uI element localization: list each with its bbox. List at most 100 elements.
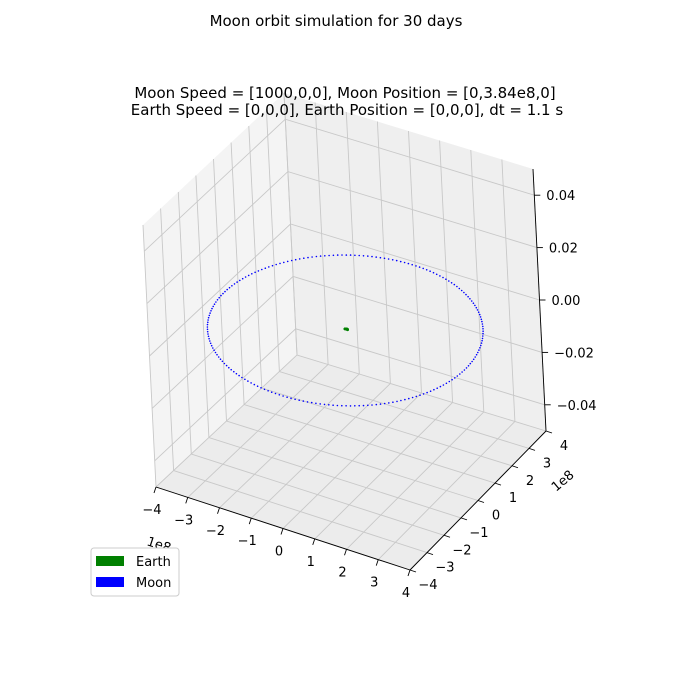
- grid-z-4: [143, 118, 535, 252]
- moon-point: [219, 358, 222, 361]
- moon-point: [391, 259, 394, 261]
- moon-point: [480, 318, 483, 321]
- moon-point: [233, 283, 236, 285]
- z-tick-label-2: 0.00: [552, 294, 581, 309]
- moon-point: [453, 283, 456, 286]
- moon-point: [451, 378, 453, 381]
- x-tick-label-7: 3: [370, 576, 378, 591]
- title-line-1: Moon Speed = [1000,0,0], Moon Position =…: [134, 84, 555, 102]
- moon-point: [403, 261, 406, 264]
- moon-point: [375, 256, 378, 258]
- legend-swatch-moon: [96, 577, 124, 587]
- moon-point: [362, 255, 365, 257]
- y-tick-7: [528, 447, 536, 451]
- x-tick-6: [344, 549, 347, 556]
- moon-point: [251, 273, 253, 275]
- moon-point: [358, 404, 361, 407]
- moon-point: [439, 275, 441, 277]
- moon-point: [218, 296, 220, 299]
- moon-point: [418, 266, 421, 268]
- moon-point: [230, 368, 232, 371]
- y-tick-label-2: −2: [452, 543, 471, 558]
- moon-point: [482, 335, 484, 337]
- moon-point: [456, 375, 459, 377]
- z-tick-label-0: −0.04: [557, 399, 597, 414]
- moon-point: [472, 302, 475, 305]
- moon-point: [282, 395, 284, 397]
- moon-point: [210, 344, 213, 347]
- moon-point: [247, 380, 249, 382]
- moon-point: [228, 286, 231, 289]
- x-tick-label-3: −1: [238, 534, 257, 549]
- moon-point: [235, 372, 238, 375]
- moon-point: [395, 259, 398, 262]
- moon-point: [303, 257, 305, 260]
- moon-point: [345, 254, 348, 256]
- x-tick-8: [407, 569, 411, 577]
- moon-point: [419, 394, 421, 397]
- moon-point: [445, 382, 448, 385]
- moon-point: [371, 255, 373, 258]
- moon-point: [422, 393, 425, 395]
- moon-point: [221, 360, 224, 363]
- moon-point: [212, 347, 214, 349]
- moon-point: [223, 362, 226, 365]
- moon-point: [456, 285, 458, 288]
- y-tick-label-3: −1: [469, 526, 488, 541]
- moon-point: [336, 404, 339, 407]
- moon-point: [426, 391, 428, 394]
- earth-point: [343, 327, 347, 331]
- moon-point: [250, 382, 252, 384]
- y-tick-3: [460, 517, 468, 521]
- suptitle: Moon orbit simulation for 30 days: [210, 12, 463, 30]
- moon-point: [435, 273, 438, 276]
- moon-point: [432, 271, 435, 274]
- moon-point: [207, 335, 210, 338]
- moon-point: [267, 390, 269, 392]
- moon-point: [411, 396, 414, 399]
- moon-point: [469, 298, 471, 300]
- legend-label-earth: Earth: [136, 555, 171, 570]
- grid-z-3: [146, 171, 538, 304]
- moon-point: [476, 309, 479, 311]
- moon-point: [396, 400, 398, 403]
- moon-point: [270, 391, 273, 394]
- x-tick-0: [153, 486, 157, 494]
- moon-point: [459, 373, 461, 375]
- moon-point: [392, 401, 394, 404]
- x-tick-label-8: 4: [402, 586, 410, 601]
- grid-y-3: [195, 175, 462, 519]
- moon-point: [367, 404, 369, 407]
- moon-point: [482, 328, 484, 330]
- moon-point: [354, 405, 356, 407]
- moon-point: [408, 397, 410, 400]
- moon-point: [388, 402, 390, 404]
- moon-point: [463, 369, 466, 371]
- moon-point: [475, 306, 478, 309]
- moon-point: [379, 256, 382, 259]
- moon-point: [474, 356, 477, 358]
- moon-point: [209, 340, 211, 342]
- moon-point: [217, 356, 220, 358]
- x-tick-7: [375, 559, 379, 566]
- moon-point: [271, 264, 274, 267]
- moon-point: [239, 279, 241, 282]
- y-tick-label-7: 3: [543, 456, 551, 471]
- moon-point: [465, 293, 467, 296]
- moon-point: [306, 401, 309, 403]
- moon-point: [481, 323, 484, 325]
- moon-point: [474, 304, 476, 307]
- grid-y-7: [265, 109, 530, 449]
- moon-point: [436, 387, 439, 390]
- moon-point: [478, 349, 480, 351]
- moon-point: [429, 390, 432, 393]
- tick-marks: [153, 194, 553, 577]
- moon-point: [479, 316, 482, 318]
- moon-point: [415, 265, 417, 267]
- moon-point: [315, 255, 318, 258]
- moon-point: [207, 333, 209, 335]
- moon-point: [254, 271, 256, 274]
- moon-point: [328, 404, 330, 406]
- moon-point: [244, 276, 247, 278]
- moon-point: [315, 402, 317, 405]
